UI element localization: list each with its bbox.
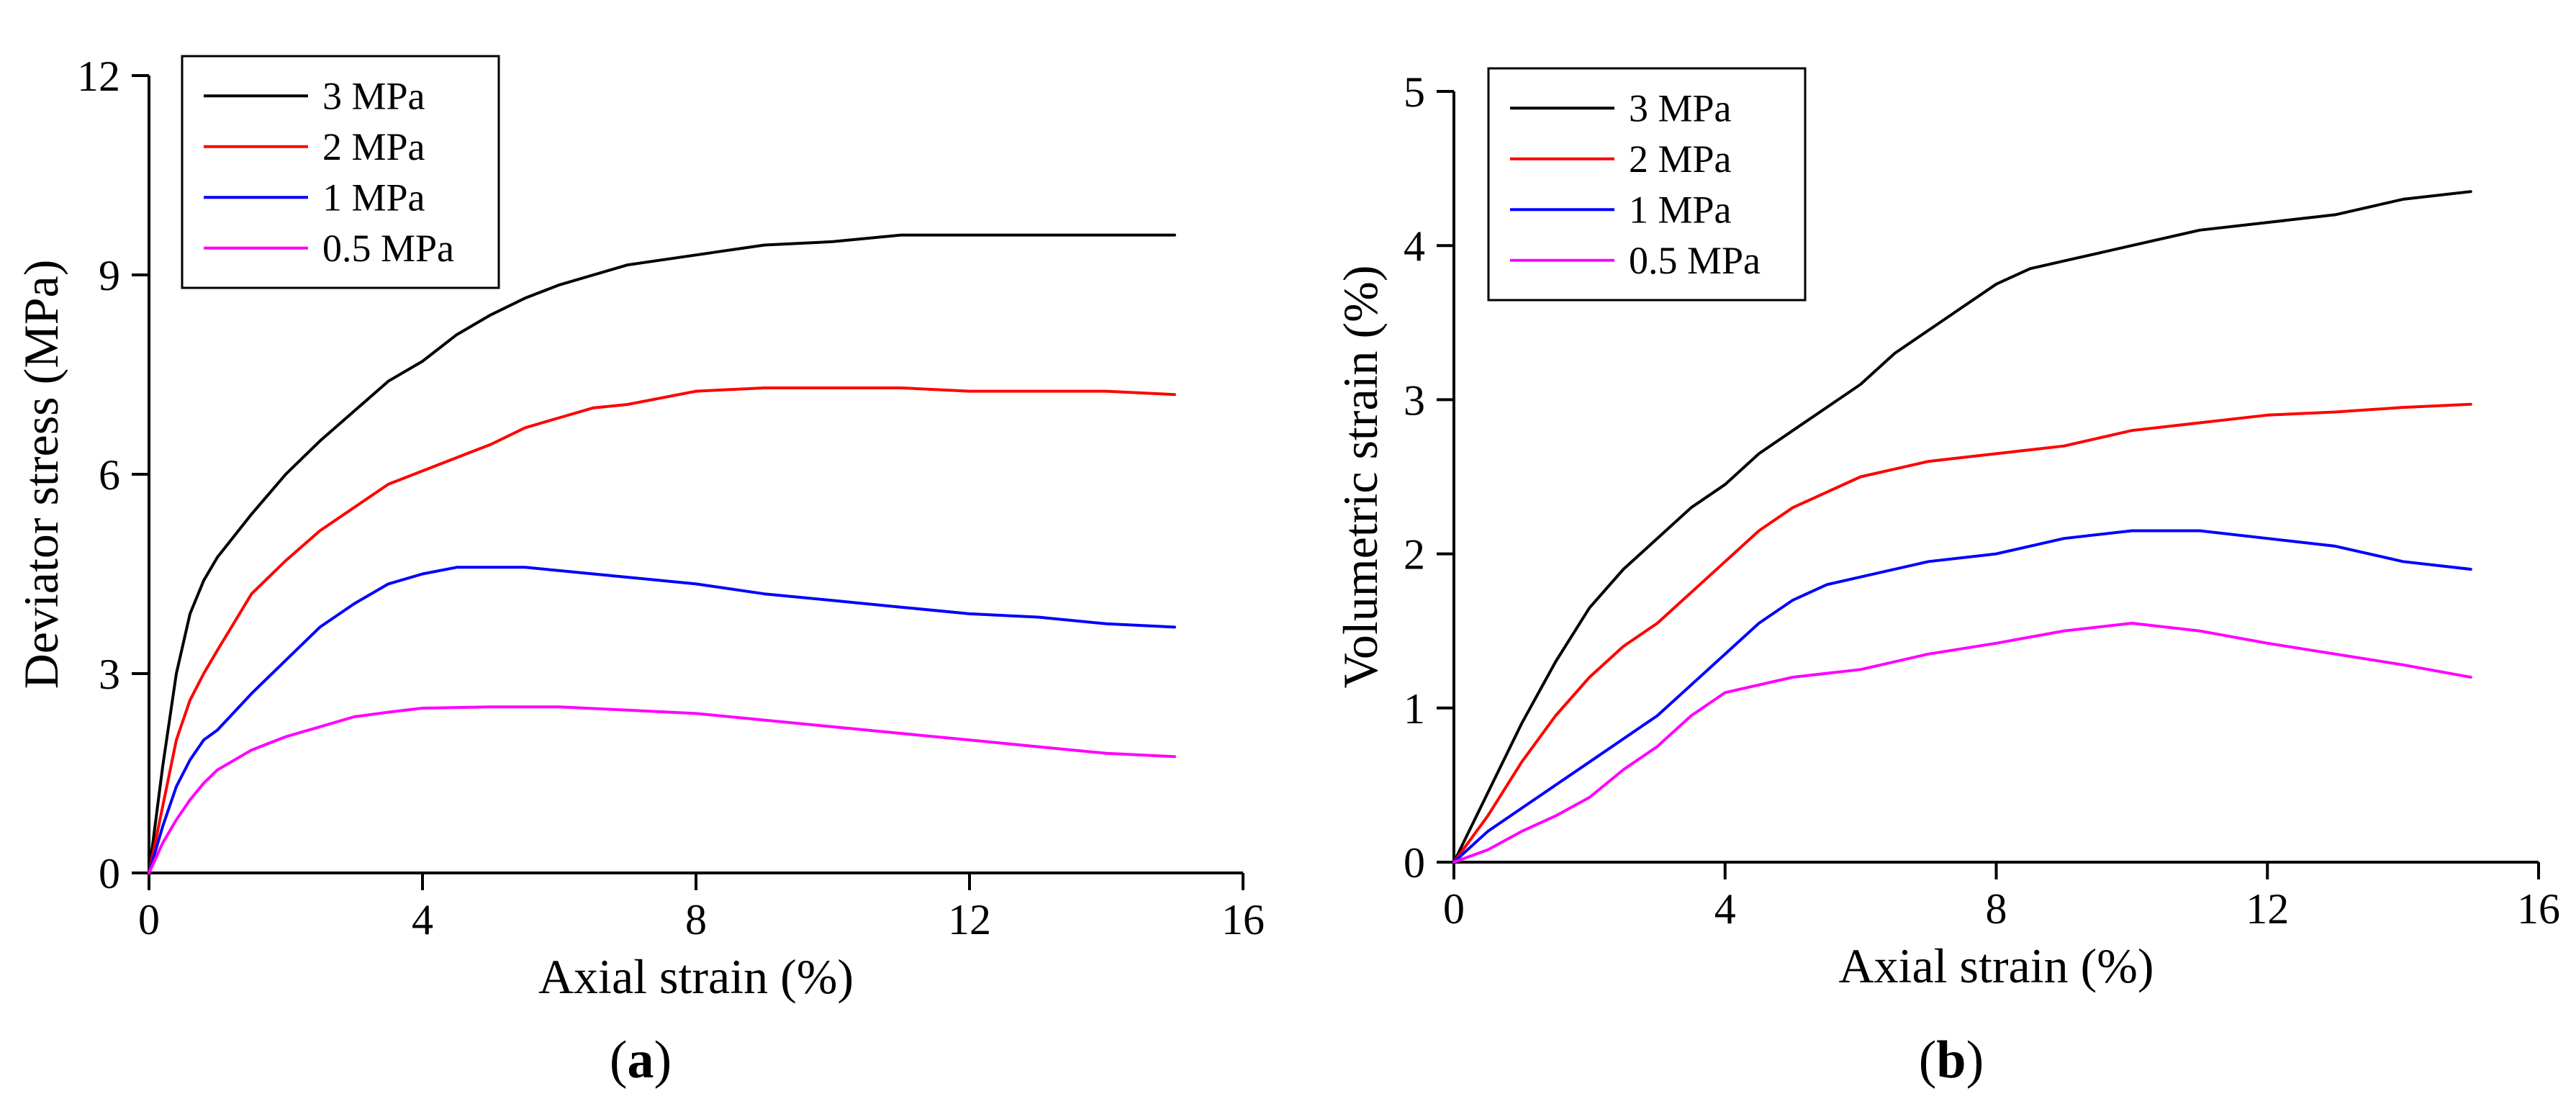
panel-label-a-letter: a [628, 1031, 654, 1090]
chart-b-x-axis-label: Axial strain (%) [1838, 938, 2154, 993]
chart-a-y-tick-label: 3 [99, 651, 120, 698]
chart-b-x-tick-label: 12 [2246, 885, 2289, 933]
chart-a-series-line-3-mpa [148, 233, 1176, 874]
chart-b-y-tick-label: 1 [1404, 685, 1425, 733]
chart-a-y-tick-label: 12 [77, 53, 120, 100]
chart-b-x-tick-label: 0 [1443, 885, 1465, 933]
chart-b-y-tick-label: 2 [1404, 531, 1425, 579]
chart-b-series-line-3-mpa [1452, 190, 2472, 864]
chart-b-legend-label: 1 MPa [1629, 188, 1732, 231]
chart-a-legend-label: 3 MPa [322, 74, 425, 117]
chart-a-deviator-stress: 0 4 8 12 16 0 3 6 9 12 Axial strain (%) Deviator st… [14, 53, 1265, 1004]
chart-b-y-axis-label: Volumetric strain (%) [1333, 266, 1388, 689]
chart-b-legend-label: 2 MPa [1629, 137, 1732, 181]
chart-a-x-tick-label: 12 [948, 896, 991, 943]
chart-a-x-tick-label: 16 [1221, 896, 1265, 943]
chart-a-y-axis-label: Deviator stress (MPa) [14, 260, 68, 689]
chart-a-x-tick-label: 8 [685, 896, 707, 943]
chart-a-legend-label: 0.5 MPa [322, 227, 454, 270]
chart-a-series-line-1-mpa [148, 566, 1176, 874]
chart-b-y-tick-label: 3 [1404, 376, 1425, 424]
chart-b-y-tick-label: 4 [1404, 222, 1425, 270]
chart-b-series-line-2-mpa [1452, 402, 2472, 864]
chart-b-x-tick-label: 16 [2517, 885, 2560, 933]
chart-b-x-tick-label: 4 [1714, 885, 1736, 933]
chart-b-y-tick-label: 0 [1404, 839, 1425, 887]
chart-a-x-axis-label: Axial strain (%) [538, 949, 854, 1004]
chart-b-x-tick-label: 8 [1986, 885, 2007, 933]
chart-b-y-tick-label: 5 [1404, 68, 1425, 116]
chart-b-series-line-0-5-mpa [1452, 622, 2472, 864]
chart-a-x-tick-label: 0 [138, 896, 160, 943]
chart-a-legend-label: 1 MPa [322, 176, 425, 219]
chart-b-series-line-1-mpa [1452, 529, 2472, 864]
chart-a-series-line-2-mpa [148, 386, 1176, 874]
chart-a-y-tick-label: 0 [99, 850, 120, 897]
chart-a-y-tick-label: 9 [99, 252, 120, 299]
chart-a-x-tick-label: 4 [412, 896, 433, 943]
chart-a-y-tick-label: 6 [99, 451, 120, 499]
panel-label-b: (b) [1919, 1031, 1984, 1090]
panel-label-a: (a) [610, 1031, 672, 1090]
chart-b-legend-label: 3 MPa [1629, 86, 1732, 130]
chart-b-legend-label: 0.5 MPa [1629, 239, 1761, 282]
panel-label-b-letter: b [1936, 1031, 1966, 1090]
chart-a-legend-label: 2 MPa [322, 125, 425, 168]
chart-a-series-line-0-5-mpa [148, 705, 1176, 874]
